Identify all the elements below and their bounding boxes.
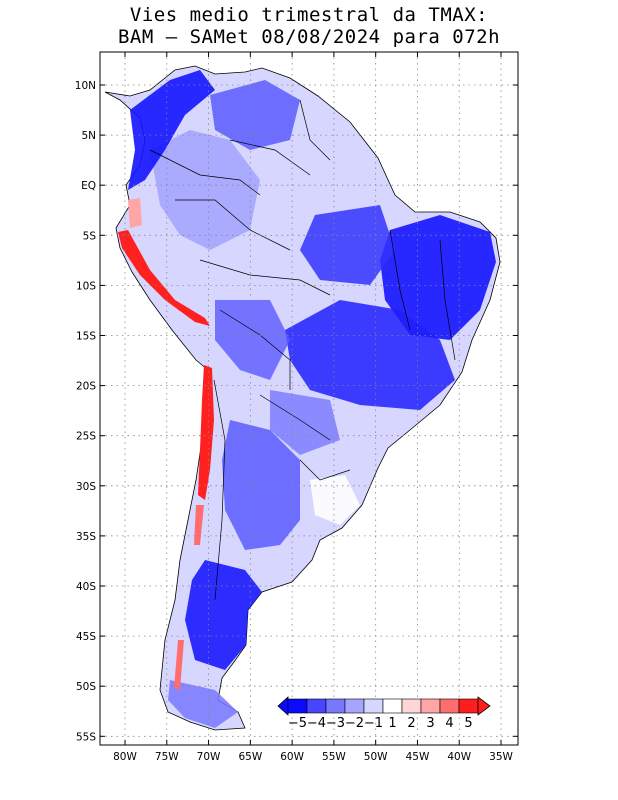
bias-region-paraguay: [270, 390, 340, 455]
bias-region-central-amazon: [300, 205, 395, 285]
colorbar-swatch: [439, 698, 460, 714]
bias-region-southern-tip: [168, 680, 238, 728]
lat-label: 50S: [76, 681, 96, 693]
lon-label: 40W: [447, 751, 471, 763]
colorbar-label: −2: [345, 716, 364, 731]
colorbar-swatch: [344, 698, 365, 714]
latitude-axis: 10N 5N EQ 5S 10S 15S 20S 25S 30S 35S 40S 45S 50S 55S: [75, 80, 518, 743]
lat-label: 10S: [76, 280, 96, 292]
warm-bias-chile-north: [198, 365, 214, 500]
colorbar-swatch: [363, 698, 384, 714]
colorbar-label: −3: [326, 716, 345, 731]
colorbar-swatch: [325, 698, 346, 714]
colorbar-label: 1: [388, 716, 396, 731]
lon-label: 75W: [155, 751, 179, 763]
longitude-axis: 80W 75W 70W 65W 60W 55W 50W 45W 40W 35W: [113, 52, 514, 763]
warm-bias-peru-coast: [118, 230, 210, 326]
colorbar-swatch: [306, 698, 327, 714]
bias-region-argentina-north: [222, 420, 300, 550]
lon-label: 65W: [238, 751, 262, 763]
colorbar-swatch: [287, 698, 308, 714]
colorbar-swatch: [382, 698, 403, 714]
graticule: [100, 52, 518, 745]
bias-region-amazon-west: [150, 130, 260, 250]
lat-label: 5S: [83, 230, 97, 242]
colorbar-label: −1: [364, 716, 383, 731]
bias-region-central-brazil: [285, 300, 455, 410]
bias-region-uruguay: [310, 475, 360, 525]
bias-region-northeast-brazil: [380, 215, 496, 340]
lat-label: 5N: [81, 130, 96, 142]
lat-label: EQ: [81, 180, 96, 192]
warm-bias-chile-central: [194, 505, 204, 545]
lon-label: 35W: [489, 751, 513, 763]
lon-label: 70W: [197, 751, 221, 763]
lat-label: 25S: [76, 431, 96, 443]
bias-region-guianas: [210, 80, 300, 150]
lat-label: 55S: [76, 731, 96, 743]
lat-label: 30S: [76, 481, 96, 493]
map-title-line1: Vies medio trimestral da TMAX:: [129, 4, 489, 26]
colorbar-label: −4: [307, 716, 326, 731]
lon-label: 45W: [406, 751, 430, 763]
colorbar-right-arrow: [477, 696, 491, 716]
warm-bias-andes-ecuador: [128, 198, 142, 228]
colorbar-swatch: [420, 698, 441, 714]
colorbar-label: 2: [407, 716, 415, 731]
lat-label: 40S: [76, 581, 96, 593]
colorbar-label: 5: [464, 716, 472, 731]
colorbar-label: 4: [445, 716, 453, 731]
colorbar: −5 −4 −3 −2 −1 1 2 3 4 5: [277, 696, 491, 731]
lat-label: 15S: [76, 331, 96, 343]
bias-region-patagonia: [185, 560, 262, 670]
lat-label: 35S: [76, 531, 96, 543]
colorbar-swatch: [458, 698, 479, 714]
lon-label: 60W: [280, 751, 304, 763]
colorbar-swatch: [401, 698, 422, 714]
lat-label: 45S: [76, 631, 96, 643]
warm-bias-patagonia-west: [174, 640, 184, 690]
lon-label: 50W: [364, 751, 388, 763]
lon-label: 80W: [113, 751, 137, 763]
lat-label: 10N: [75, 80, 96, 92]
lat-label: 20S: [76, 381, 96, 393]
bias-region-andes-north: [128, 70, 215, 190]
colorbar-label: −5: [288, 716, 307, 731]
bias-region-bolivia: [215, 300, 290, 380]
map-frame: [99, 51, 519, 746]
country-borders: [149, 99, 456, 601]
lon-label: 55W: [322, 751, 346, 763]
map-title-line2: BAM — SAMet 08/08/2024 para 072h: [117, 26, 501, 48]
colorbar-label: 3: [426, 716, 434, 731]
map-continent-layer: [104, 65, 501, 731]
